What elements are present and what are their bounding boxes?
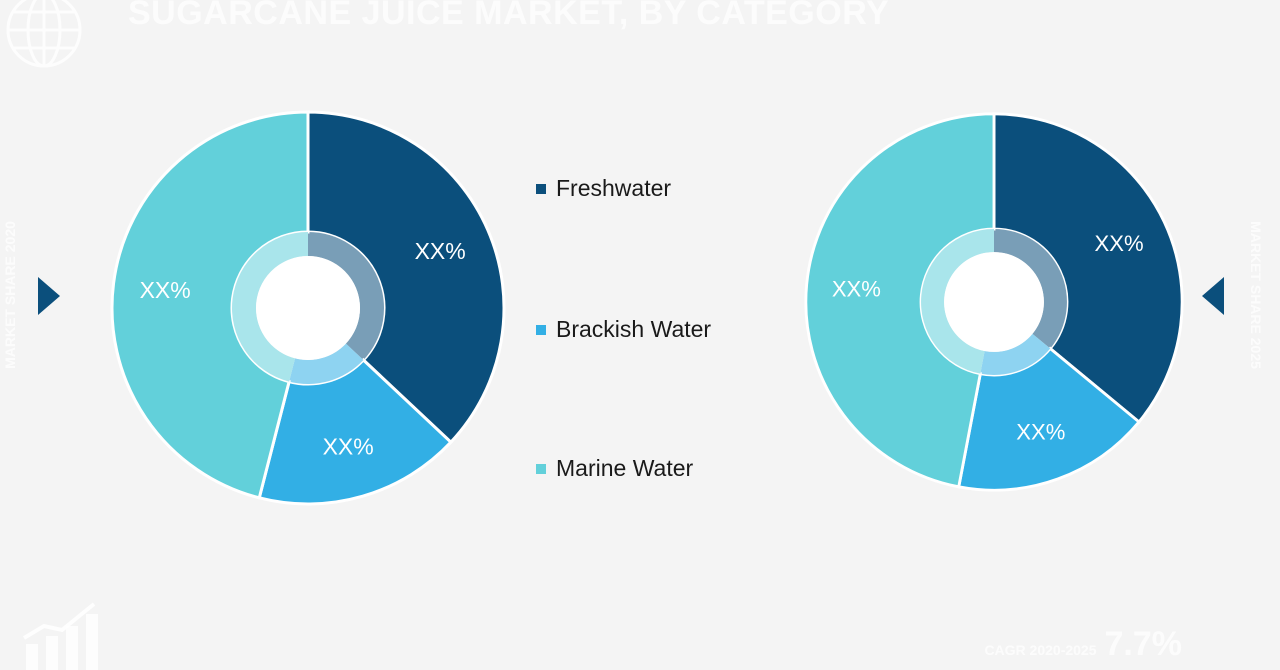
- legend-label-brackish-water: Brackish Water: [556, 316, 712, 342]
- cagr-value: 7.7%: [1104, 625, 1183, 663]
- inner-ring-freshwater: [994, 229, 1067, 349]
- legend-label-freshwater: Freshwater: [556, 175, 672, 201]
- data-label-brackish-water: XX%: [323, 433, 374, 459]
- legend-label-marine-water: Marine Water: [556, 455, 694, 481]
- inner-ring-freshwater: [308, 232, 384, 361]
- cagr-label: CAGR 2020-2025: [984, 642, 1097, 658]
- cagr-readout: CAGR 2020-2025 7.7%: [984, 625, 1182, 664]
- donut-chart-right: XX% XX% XX%: [804, 112, 1184, 492]
- right-side-label: MARKET SHARE 2025: [1248, 221, 1264, 369]
- inner-ring-marine-water: [231, 232, 308, 382]
- chart-title: SUGARCANE JUICE MARKET, BY CATEGORY: [128, 0, 890, 32]
- growth-chart-icon: [22, 602, 98, 670]
- legend-item-brackish-water: Brackish Water: [536, 316, 711, 343]
- legend-swatch-brackish-water: [536, 324, 546, 335]
- legend-item-freshwater: Freshwater: [536, 175, 671, 202]
- donut-hole: [256, 256, 360, 360]
- data-label-freshwater: XX%: [1095, 231, 1144, 256]
- triangle-left-icon: [1202, 277, 1224, 315]
- left-side-label: MARKET SHARE 2020: [2, 221, 18, 369]
- triangle-right-icon: [38, 277, 60, 315]
- globe-icon: [6, 0, 82, 68]
- inner-ring-marine-water: [921, 229, 994, 374]
- legend-swatch-marine-water: [536, 463, 546, 474]
- data-label-marine-water: XX%: [140, 277, 191, 303]
- data-label-marine-water: XX%: [832, 277, 881, 302]
- legend-swatch-freshwater: [536, 183, 546, 194]
- data-label-brackish-water: XX%: [1016, 420, 1065, 445]
- inner-ring-brackish-water: [980, 333, 1051, 375]
- inner-ring-brackish-water: [289, 343, 364, 384]
- legend-item-marine-water: Marine Water: [536, 455, 693, 482]
- data-label-freshwater: XX%: [415, 238, 466, 264]
- donut-hole: [944, 252, 1044, 352]
- donut-chart-left: XX% XX% XX%: [110, 110, 506, 506]
- slice-brackish-water: [257, 357, 453, 506]
